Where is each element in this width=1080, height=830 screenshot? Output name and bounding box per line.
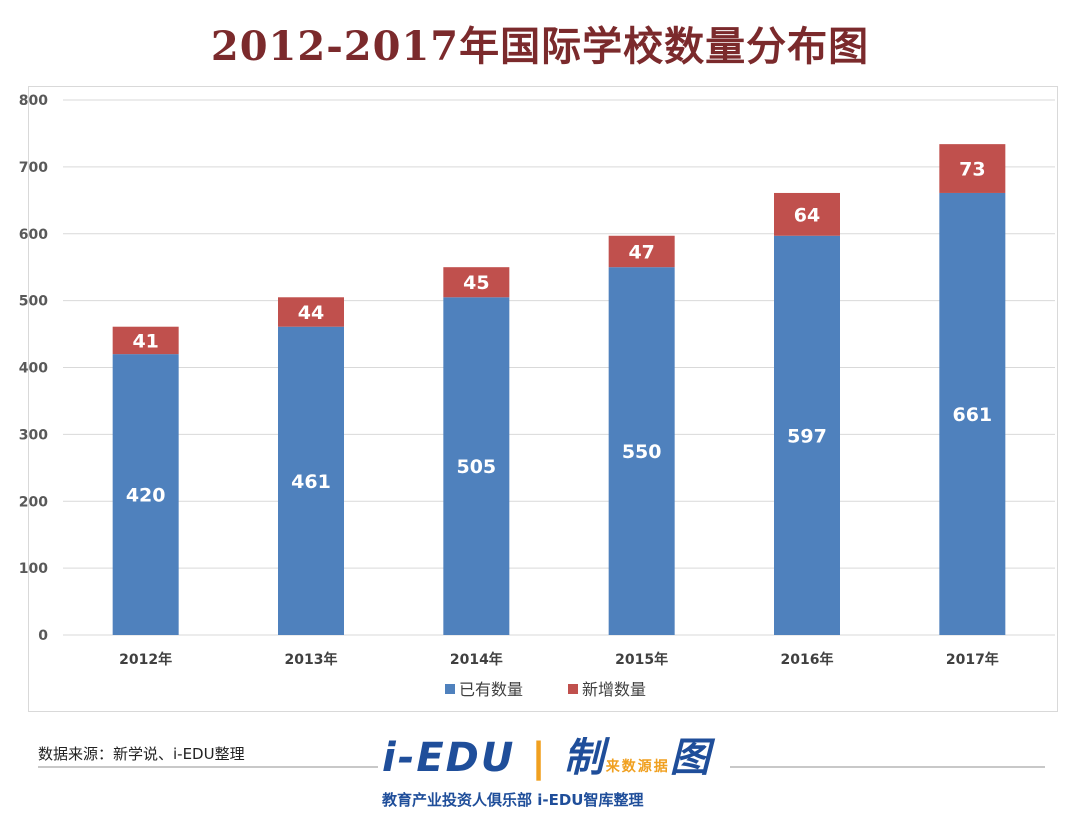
x-tick-label: 2017年	[946, 651, 999, 668]
bar-existing	[774, 235, 840, 635]
logo: i-EDU | 制来数源据图 教育产业投资人俱乐部 i-EDU智库整理	[382, 738, 727, 810]
logo-main: i-EDU	[382, 735, 516, 781]
bar-existing	[608, 267, 675, 635]
bar-new	[608, 235, 675, 268]
data-label: 45	[463, 272, 489, 294]
y-tick-label: 500	[19, 294, 48, 310]
y-tick-label: 0	[38, 628, 48, 644]
data-label: 41	[132, 330, 158, 352]
logo-zhi: 制	[563, 735, 606, 781]
data-label: 44	[298, 302, 324, 324]
bar-new	[774, 192, 840, 236]
bar-new	[443, 267, 510, 298]
chart-title: 2012-2017年国际学校数量分布图	[210, 23, 870, 70]
data-label: 661	[952, 404, 992, 426]
logo-sub: 教育产业投资人俱乐部 i-EDU智库整理	[382, 791, 644, 809]
x-tick-label: 2012年	[119, 651, 172, 668]
bar-new	[112, 326, 179, 355]
data-source: 数据来源：新学说、i-EDU整理	[38, 745, 245, 763]
divider	[38, 766, 378, 768]
data-label: 64	[794, 204, 820, 226]
data-label: 461	[291, 471, 331, 493]
chart-frame	[28, 86, 1058, 712]
y-tick-label: 300	[19, 427, 48, 443]
bar-existing	[278, 326, 344, 635]
divider	[730, 766, 1045, 768]
y-tick-label: 100	[19, 561, 48, 577]
bar-existing	[443, 297, 510, 635]
y-tick-label: 600	[19, 227, 48, 243]
bar-new	[939, 144, 1006, 193]
x-tick-label: 2015年	[615, 651, 668, 668]
data-label: 597	[787, 425, 827, 447]
data-label: 73	[959, 159, 985, 181]
x-tick-label: 2014年	[450, 651, 503, 668]
data-label: 47	[628, 241, 654, 263]
y-tick-label: 700	[19, 160, 48, 176]
data-label: 550	[622, 441, 662, 463]
logo-tu: 图	[669, 735, 712, 781]
legend-swatch	[445, 684, 455, 694]
data-label: 505	[456, 456, 496, 478]
bar-new	[278, 297, 344, 327]
bar-existing	[112, 354, 179, 635]
y-tick-label: 800	[19, 93, 48, 109]
stacked-bar-chart: 0 100 200 300 400 500 600 700 800 420 41 2012年 461 44…	[19, 93, 1055, 699]
y-tick-label: 200	[19, 494, 48, 510]
x-tick-label: 2016年	[781, 651, 834, 668]
data-label: 420	[126, 485, 166, 507]
logo-side: 来数源据	[605, 759, 670, 775]
x-tick-label: 2013年	[285, 651, 338, 668]
legend-label: 已有数量	[459, 680, 523, 699]
y-tick-label: 400	[19, 361, 48, 377]
bar-existing	[939, 192, 1006, 636]
legend-swatch	[568, 684, 578, 694]
legend-label: 新增数量	[582, 680, 646, 699]
